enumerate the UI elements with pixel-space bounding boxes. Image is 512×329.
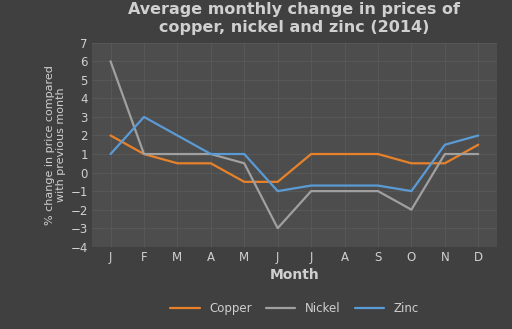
Line: Copper: Copper — [111, 136, 478, 182]
Zinc — [409, 189, 415, 193]
Y-axis label: % change in price compared
with previous month: % change in price compared with previous… — [45, 65, 67, 225]
Nickel — [108, 59, 114, 63]
Title: Average monthly change in prices of
copper, nickel and zinc (2014): Average monthly change in prices of copp… — [129, 2, 460, 35]
Copper — [442, 161, 448, 165]
Copper — [208, 161, 214, 165]
Copper — [375, 152, 381, 156]
Zinc — [342, 184, 348, 188]
Zinc — [108, 152, 114, 156]
Copper — [409, 161, 415, 165]
Zinc — [375, 184, 381, 188]
Nickel — [308, 189, 314, 193]
Copper — [108, 134, 114, 138]
Nickel — [208, 152, 214, 156]
Nickel — [141, 152, 147, 156]
Line: Zinc: Zinc — [111, 117, 478, 191]
Copper — [308, 152, 314, 156]
Line: Nickel: Nickel — [111, 61, 478, 228]
Zinc — [308, 184, 314, 188]
Copper — [475, 143, 481, 147]
Copper — [141, 152, 147, 156]
Copper — [342, 152, 348, 156]
Copper — [241, 180, 247, 184]
Copper — [174, 161, 180, 165]
Nickel — [375, 189, 381, 193]
Copper — [274, 180, 281, 184]
Nickel — [274, 226, 281, 230]
Nickel — [409, 208, 415, 212]
Zinc — [241, 152, 247, 156]
Nickel — [342, 189, 348, 193]
Nickel — [442, 152, 448, 156]
Nickel — [174, 152, 180, 156]
Nickel — [475, 152, 481, 156]
Nickel — [241, 161, 247, 165]
Legend: Copper, Nickel, Zinc: Copper, Nickel, Zinc — [165, 297, 423, 320]
Zinc — [208, 152, 214, 156]
Zinc — [442, 143, 448, 147]
Zinc — [475, 134, 481, 138]
Zinc — [141, 115, 147, 119]
X-axis label: Month: Month — [269, 268, 319, 282]
Zinc — [274, 189, 281, 193]
Zinc — [174, 134, 180, 138]
